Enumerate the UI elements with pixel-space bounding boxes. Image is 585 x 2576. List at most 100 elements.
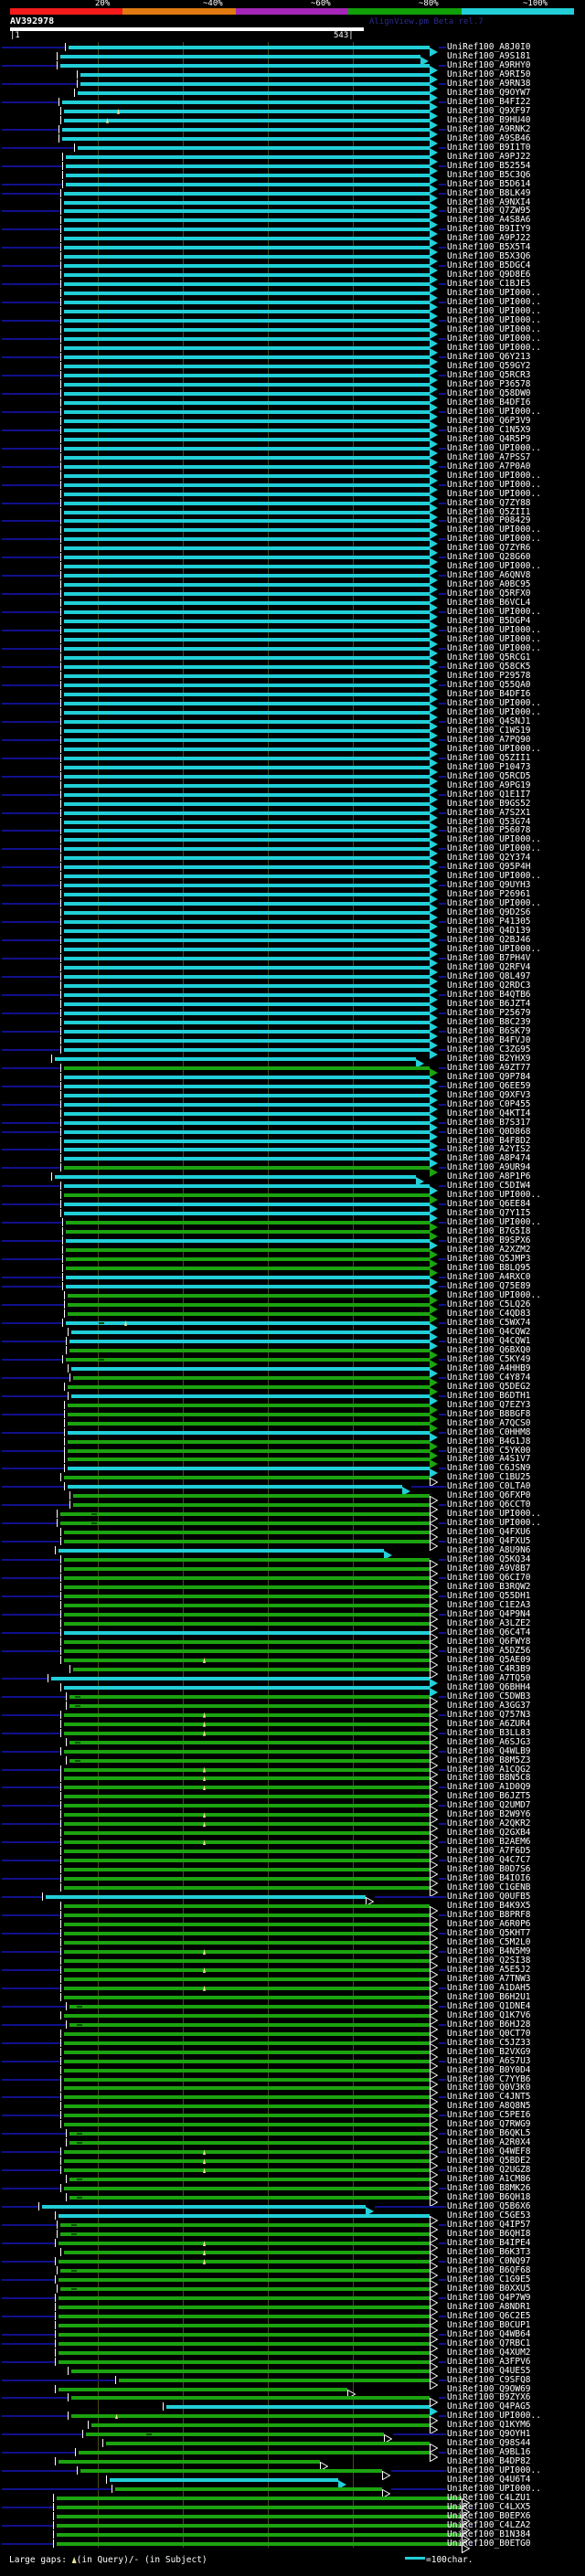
hsp-bar[interactable] bbox=[58, 2460, 320, 2465]
subject-label[interactable]: UniRef100_Q6FXP0 bbox=[447, 1490, 531, 1501]
alignment-row[interactable]: UniRef100_A9PJ22 bbox=[0, 233, 585, 249]
alignment-row[interactable]: UniRef100_A1DAH5 bbox=[0, 1983, 585, 1998]
alignment-row[interactable]: UniRef100_C1BJE5 bbox=[0, 279, 585, 294]
subject-label[interactable]: UniRef100_B9SPX6 bbox=[447, 1235, 531, 1246]
alignment-row[interactable]: UniRef100_Q6FXP0 bbox=[0, 1490, 585, 1506]
alignment-row[interactable]: UniRef100_Q1E1I7 bbox=[0, 790, 585, 804]
alignment-row[interactable]: UniRef100_Q55DH1 bbox=[0, 1591, 585, 1606]
alignment-row[interactable]: UniRef100_C5YK00 bbox=[0, 1446, 585, 1460]
hsp-bar[interactable] bbox=[64, 1877, 430, 1882]
hsp-bar[interactable] bbox=[64, 1685, 430, 1690]
alignment-row[interactable]: UniRef100_Q2SI38 bbox=[0, 1956, 585, 1971]
hsp-bar[interactable] bbox=[64, 528, 430, 533]
hsp-bar[interactable] bbox=[64, 1648, 430, 1653]
hsp-bar[interactable] bbox=[64, 1540, 430, 1544]
subject-label[interactable]: UniRef100_UPI000.. bbox=[447, 898, 541, 909]
subject-label[interactable]: UniRef100_C7YYB6 bbox=[447, 2073, 531, 2084]
subject-label[interactable]: UniRef100_Q7ZYR6 bbox=[447, 543, 531, 554]
alignment-row[interactable]: UniRef100_A9ZT77 bbox=[0, 1063, 585, 1077]
alignment-row[interactable]: UniRef100_UPI000.. bbox=[0, 471, 585, 485]
hsp-bar[interactable] bbox=[64, 710, 430, 715]
hsp-bar[interactable] bbox=[64, 228, 430, 232]
hsp-bar[interactable] bbox=[64, 847, 430, 852]
alignment-row[interactable]: UniRef100_B0Y0D4 bbox=[0, 2065, 585, 2080]
hsp-bar[interactable] bbox=[64, 673, 430, 678]
subject-label[interactable]: UniRef100_A7QCS0 bbox=[447, 1417, 531, 1428]
hsp-bar[interactable] bbox=[64, 620, 430, 624]
hsp-bar[interactable] bbox=[64, 1585, 430, 1590]
subject-label[interactable]: UniRef100_A4HHB9 bbox=[447, 1362, 531, 1373]
hsp-bar[interactable] bbox=[64, 884, 430, 888]
hsp-bar[interactable] bbox=[64, 865, 430, 870]
subject-label[interactable]: UniRef100_Q6FWY8 bbox=[447, 1636, 531, 1647]
hsp-bar[interactable] bbox=[68, 1458, 430, 1462]
subject-label[interactable]: UniRef100_B0EPX6 bbox=[447, 2511, 531, 2522]
subject-label[interactable]: UniRef100_A9UR94 bbox=[447, 1162, 531, 1173]
hsp-bar[interactable] bbox=[64, 1193, 430, 1198]
alignment-row[interactable]: UniRef100_Q6BXQ0 bbox=[0, 1345, 585, 1360]
hsp-bar[interactable] bbox=[64, 1212, 430, 1216]
subject-label[interactable]: UniRef100_A2YIS2 bbox=[447, 1144, 531, 1155]
hsp-bar[interactable] bbox=[64, 902, 430, 906]
hsp-bar[interactable] bbox=[64, 301, 430, 305]
alignment-row[interactable]: UniRef100_UPI000.. bbox=[0, 1217, 585, 1233]
alignment-row[interactable]: UniRef100_UPI000.. bbox=[0, 306, 585, 322]
subject-label[interactable]: UniRef100_A9PJ22 bbox=[447, 233, 531, 244]
subject-label[interactable]: UniRef100_Q4UES5 bbox=[447, 2365, 531, 2376]
alignment-row[interactable]: UniRef100_Q757N3 bbox=[0, 1709, 585, 1725]
alignment-row[interactable]: UniRef100_A6QNV8 bbox=[0, 570, 585, 586]
hsp-bar[interactable] bbox=[71, 2396, 430, 2401]
hsp-bar[interactable] bbox=[64, 1795, 430, 1799]
subject-label[interactable]: UniRef100_Q4FXU6 bbox=[447, 1527, 531, 1538]
subject-label[interactable]: UniRef100_Q0UFB5 bbox=[447, 1892, 531, 1903]
subject-label[interactable]: UniRef100_Q6Y213 bbox=[447, 352, 531, 362]
subject-label[interactable]: UniRef100_B2AEM6 bbox=[447, 1837, 531, 1848]
hsp-bar[interactable] bbox=[57, 2542, 462, 2547]
hsp-bar[interactable] bbox=[64, 391, 430, 396]
subject-label[interactable]: UniRef100_B8PRF8 bbox=[447, 1910, 531, 1921]
alignment-row[interactable]: UniRef100_B8PRF8 bbox=[0, 1910, 585, 1925]
subject-label[interactable]: UniRef100_B5DGC4 bbox=[447, 260, 531, 271]
hsp-bar[interactable] bbox=[64, 992, 430, 997]
subject-label[interactable]: UniRef100_Q5DEG2 bbox=[447, 1381, 531, 1392]
hsp-bar[interactable] bbox=[69, 2141, 430, 2146]
alignment-row[interactable]: UniRef100_Q1KYM6 bbox=[0, 2420, 585, 2435]
subject-label[interactable]: UniRef100_Q757N3 bbox=[447, 1709, 531, 1720]
subject-label[interactable]: UniRef100_A1D0Q9 bbox=[447, 1782, 531, 1793]
subject-label[interactable]: UniRef100_Q75E89 bbox=[447, 1281, 531, 1292]
hsp-bar[interactable] bbox=[64, 647, 430, 652]
subject-label[interactable]: UniRef100_A7F6D5 bbox=[447, 1846, 531, 1857]
hsp-bar[interactable] bbox=[64, 1886, 430, 1891]
subject-label[interactable]: UniRef100_B7S317 bbox=[447, 1117, 531, 1128]
hsp-bar[interactable] bbox=[66, 1239, 430, 1244]
subject-label[interactable]: UniRef100_Q7EZY3 bbox=[447, 1399, 531, 1410]
hsp-bar[interactable] bbox=[64, 1859, 430, 1863]
alignment-row[interactable]: UniRef100_Q6C4T4 bbox=[0, 1627, 585, 1643]
subject-label[interactable]: UniRef100_B6DTH1 bbox=[447, 1390, 531, 1401]
subject-label[interactable]: UniRef100_P36578 bbox=[447, 378, 531, 389]
alignment-row[interactable]: UniRef100_Q4P7W9 bbox=[0, 2293, 585, 2308]
hsp-bar[interactable] bbox=[69, 1348, 430, 1352]
hsp-bar[interactable] bbox=[66, 1267, 430, 1271]
hsp-bar[interactable] bbox=[64, 2095, 430, 2100]
hsp-bar[interactable] bbox=[66, 1257, 430, 1262]
hsp-bar[interactable] bbox=[64, 364, 430, 368]
alignment-row[interactable]: UniRef100_B8BGF8 bbox=[0, 1409, 585, 1424]
hsp-bar[interactable] bbox=[64, 1148, 430, 1152]
hsp-bar[interactable] bbox=[119, 2378, 430, 2382]
alignment-row[interactable]: UniRef100_B4N5M9 bbox=[0, 1946, 585, 1962]
hsp-bar[interactable] bbox=[58, 2295, 430, 2300]
subject-label[interactable]: UniRef100_B7PH4V bbox=[447, 953, 531, 964]
alignment-row[interactable]: UniRef100_B0CUP1 bbox=[0, 2320, 585, 2336]
hsp-bar[interactable] bbox=[69, 2178, 430, 2182]
hsp-bar[interactable] bbox=[69, 46, 430, 49]
subject-label[interactable]: UniRef100_UPI000.. bbox=[447, 1518, 541, 1529]
subject-label[interactable]: UniRef100_A9RN38 bbox=[447, 78, 531, 89]
hsp-bar[interactable] bbox=[64, 455, 430, 460]
hsp-bar[interactable] bbox=[64, 1776, 430, 1781]
hsp-bar[interactable] bbox=[64, 1995, 430, 1999]
subject-label[interactable]: UniRef100_B6QF68 bbox=[447, 2264, 531, 2275]
alignment-row[interactable]: UniRef100_UPI000.. bbox=[0, 2484, 585, 2499]
alignment-row[interactable]: UniRef100_C5JZ33 bbox=[0, 2038, 585, 2052]
alignment-row[interactable]: UniRef100_Q6CCT0 bbox=[0, 1500, 585, 1515]
